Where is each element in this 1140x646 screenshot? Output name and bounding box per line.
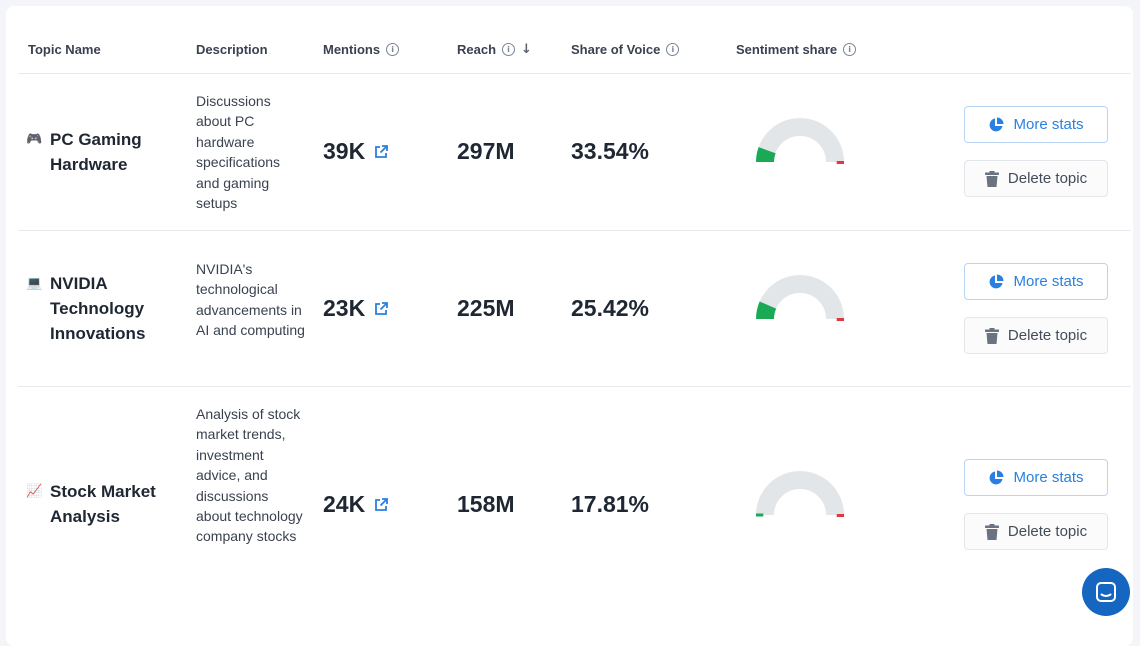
header-sentiment-share[interactable]: Sentiment share i	[736, 42, 857, 57]
gauge-track	[756, 471, 844, 516]
chart-increasing-icon: 📈	[26, 484, 43, 499]
gamepad-icon: 🎮	[26, 132, 43, 147]
table-row: 💻 NVIDIA Technology Innovations NVIDIA's…	[6, 231, 1133, 386]
mentions-cell[interactable]: 39K	[323, 138, 389, 165]
gauge-positive-segment	[756, 147, 776, 163]
topic-cell: 🎮 PC Gaming Hardware	[26, 127, 190, 177]
more-stats-button[interactable]: More stats	[964, 263, 1108, 300]
header-topic-name: Topic Name	[28, 42, 101, 57]
reach-value: 225M	[457, 295, 515, 321]
info-icon[interactable]: i	[843, 43, 857, 56]
row-divider	[18, 230, 1131, 231]
trash-icon	[984, 523, 999, 540]
topic-name: PC Gaming Hardware	[50, 130, 142, 174]
trash-icon	[984, 327, 999, 344]
topic-description: NVIDIA's technological advancements in A…	[196, 261, 305, 339]
trash-icon	[984, 170, 999, 187]
delete-topic-button[interactable]: Delete topic	[964, 317, 1108, 354]
more-stats-button[interactable]: More stats	[964, 459, 1108, 496]
topic-name: Stock Market Analysis	[50, 482, 156, 526]
laptop-icon: 💻	[26, 276, 43, 291]
header-share-of-voice[interactable]: Share of Voice i	[571, 42, 680, 57]
share-of-voice-value: 17.81%	[571, 491, 650, 517]
share-of-voice-value: 33.54%	[571, 138, 650, 164]
header-divider	[18, 73, 1131, 74]
gauge-track	[756, 118, 844, 163]
topic-cell: 📈 Stock Market Analysis	[26, 479, 190, 529]
delete-topic-button[interactable]: Delete topic	[964, 160, 1108, 197]
sentiment-gauge	[756, 118, 844, 164]
mentions-cell[interactable]: 23K	[323, 295, 389, 322]
topic-name: NVIDIA Technology Innovations	[50, 274, 146, 343]
external-link-icon[interactable]	[373, 144, 389, 160]
sort-down-arrow-icon[interactable]: ↓	[521, 42, 532, 57]
external-link-icon[interactable]	[373, 301, 389, 317]
chat-launcher-button[interactable]	[1082, 568, 1130, 616]
topics-table-card: Topic Name Description Mentions i Reach …	[6, 6, 1133, 646]
info-icon[interactable]: i	[666, 43, 680, 56]
info-icon[interactable]: i	[502, 43, 516, 56]
topic-description: Discussions about PC hardware specificat…	[196, 93, 281, 212]
pie-chart-icon	[990, 274, 1004, 288]
pie-chart-icon	[990, 470, 1004, 484]
topic-description: Analysis of stock market trends, investm…	[196, 406, 303, 545]
gauge-track	[756, 275, 844, 320]
info-icon[interactable]: i	[386, 43, 400, 56]
table-row: 📈 Stock Market Analysis Analysis of stoc…	[6, 387, 1133, 627]
gauge-positive-segment	[756, 301, 777, 320]
external-link-icon[interactable]	[373, 497, 389, 513]
table-row: 🎮 PC Gaming Hardware Discussions about P…	[6, 74, 1133, 230]
mentions-cell[interactable]: 24K	[323, 491, 389, 518]
mentions-value: 23K	[323, 295, 366, 321]
header-description: Description	[196, 42, 268, 57]
chat-icon	[1096, 582, 1116, 602]
share-of-voice-value: 25.42%	[571, 295, 650, 321]
topic-cell: 💻 NVIDIA Technology Innovations	[26, 271, 190, 346]
sentiment-gauge	[756, 275, 844, 321]
header-reach[interactable]: Reach i ↓	[457, 42, 532, 57]
header-mentions[interactable]: Mentions i	[323, 42, 400, 57]
mentions-value: 24K	[323, 491, 366, 517]
mentions-value: 39K	[323, 138, 366, 164]
row-divider	[18, 386, 1131, 387]
more-stats-button[interactable]: More stats	[964, 106, 1108, 143]
reach-value: 297M	[457, 138, 515, 164]
sentiment-gauge	[756, 471, 844, 517]
reach-value: 158M	[457, 491, 515, 517]
pie-chart-icon	[990, 117, 1004, 131]
delete-topic-button[interactable]: Delete topic	[964, 513, 1108, 550]
